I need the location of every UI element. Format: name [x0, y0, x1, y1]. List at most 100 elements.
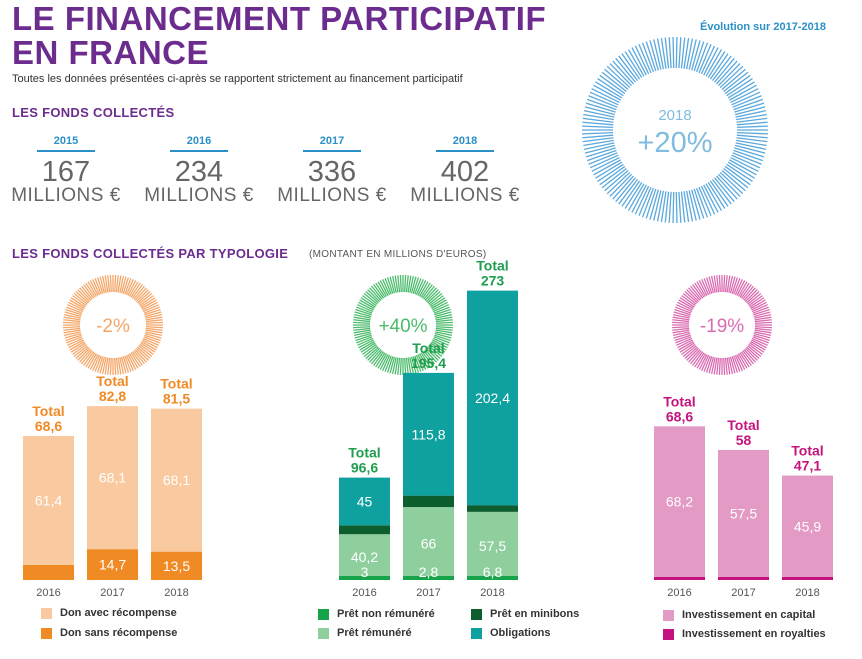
segment-sublabel: 3: [361, 564, 369, 580]
burst-ray: [735, 110, 767, 118]
total-caption: Total: [663, 393, 695, 409]
bar-segment: [403, 507, 454, 580]
evolution-year: 2018: [658, 107, 691, 124]
burst-ray: [718, 275, 721, 293]
burst-ray: [732, 152, 762, 165]
legend-label: Prêt en minibons: [490, 608, 580, 620]
burst-ray: [732, 95, 762, 108]
burst-ray: [672, 331, 690, 337]
burst-ray: [686, 289, 700, 303]
burst-ray: [604, 170, 629, 192]
burst-ray: [588, 152, 618, 165]
bar-segment: [151, 551, 202, 580]
burst-ray: [631, 47, 647, 76]
burst-ray: [723, 168, 749, 189]
burst-ray: [92, 354, 101, 371]
burst-ray: [749, 297, 765, 308]
burst-ray: [710, 357, 716, 375]
burst-ray: [405, 357, 409, 375]
burst-ray: [120, 276, 127, 294]
burst-ray: [365, 346, 379, 359]
burst-ray: [734, 106, 766, 116]
burst-ray: [359, 299, 375, 310]
burst-ray: [145, 331, 163, 337]
fund-year: 2016: [186, 135, 212, 147]
burst-ray: [748, 343, 763, 355]
burst-ray: [754, 316, 772, 321]
burst-ray: [678, 299, 694, 310]
burst-ray: [582, 137, 614, 143]
burst-ray: [117, 357, 122, 375]
burst-ray: [379, 354, 389, 370]
burst-ray: [144, 308, 161, 316]
burst-ray: [353, 331, 371, 337]
burst-ray: [75, 346, 89, 359]
burst-ray: [145, 316, 163, 321]
burst-ray: [115, 357, 119, 375]
burst-ray: [356, 306, 373, 314]
bar-segment: [403, 372, 454, 496]
segment-label: 61,4: [35, 492, 62, 508]
burst-ray: [653, 39, 662, 70]
evolution-burst: 2018 +20%: [582, 37, 768, 223]
total-caption: Total: [160, 376, 192, 392]
burst-ray: [79, 349, 92, 363]
burst-ray: [133, 350, 145, 365]
burst-ray: [716, 275, 720, 293]
burst-ray: [736, 137, 768, 143]
burst-ray: [631, 184, 647, 213]
burst-ray: [710, 275, 716, 293]
burst-ray: [734, 144, 766, 154]
burst-ray: [63, 331, 81, 337]
burst-ray: [743, 287, 756, 301]
burst-ray: [726, 275, 731, 293]
burst-ray: [434, 311, 452, 318]
burst-ray: [694, 352, 705, 368]
burst-ray: [389, 356, 396, 374]
burst-ray: [752, 306, 769, 314]
burst-ray: [751, 339, 767, 349]
burst-ray: [584, 106, 616, 116]
burst-ray: [656, 38, 665, 70]
burst-ray: [420, 282, 431, 298]
burst-ray: [144, 334, 161, 342]
burst-ray: [423, 285, 435, 300]
burst-ray: [707, 51, 726, 78]
burst-ray: [680, 191, 686, 223]
bar-segment: [467, 505, 518, 512]
burst-ray: [142, 304, 159, 313]
segment-sublabel: 6,8: [483, 564, 503, 580]
legend-pret-minibons: Prêt en minibons: [471, 608, 579, 620]
burst-ray: [612, 175, 634, 200]
page-title: LE FINANCEMENT PARTICIPATIF EN FRANCE: [12, 0, 547, 71]
burst-ray: [67, 304, 84, 313]
burst-ray: [353, 313, 371, 319]
burst-ray: [700, 45, 716, 75]
burst-ray: [428, 293, 443, 305]
burst-ray: [753, 311, 771, 318]
burst-ray: [751, 301, 767, 311]
burst-ray: [606, 171, 631, 195]
burst-ray: [353, 321, 371, 324]
burst-ray: [675, 37, 678, 69]
burst-ray: [701, 279, 710, 296]
burst-ray: [115, 275, 119, 293]
burst-ray: [397, 357, 401, 375]
burst-ray: [145, 313, 163, 319]
burst-ray: [589, 91, 619, 106]
burst-ray: [627, 49, 645, 77]
burst-ray: [101, 357, 107, 375]
burst-ray: [375, 352, 386, 368]
fund-value: 167: [41, 155, 91, 188]
burst-ray: [92, 279, 101, 296]
fund-year: 2015: [53, 135, 79, 147]
category-label: 2016: [36, 587, 60, 599]
typology-section-title: LES FONDS COLLECTÉS PAR TYPOLOGIE: [12, 246, 289, 261]
burst-ray: [696, 42, 709, 73]
burst-ray: [404, 357, 407, 375]
burst-ray: [698, 186, 712, 216]
burst-ray: [599, 74, 626, 95]
bar-segment: [654, 426, 705, 577]
burst-ray: [75, 291, 89, 304]
burst-ray: [672, 319, 690, 323]
